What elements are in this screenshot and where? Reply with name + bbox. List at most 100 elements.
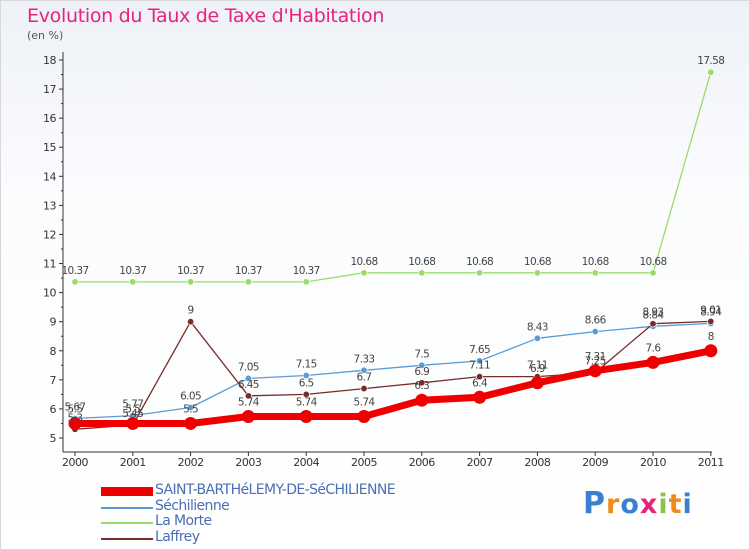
- data-label: 6.5: [299, 377, 314, 389]
- data-point: [302, 390, 310, 398]
- data-label: 8: [708, 331, 714, 343]
- data-label: 5.5: [125, 403, 140, 415]
- data-label: 8.43: [527, 321, 548, 333]
- x-tick-label: 2010: [640, 456, 666, 469]
- data-label: 5.77: [122, 399, 143, 411]
- data-label: 8.66: [585, 315, 607, 327]
- data-point: [476, 373, 484, 381]
- data-point: [241, 409, 255, 423]
- data-point: [68, 416, 82, 430]
- data-label: 6.9: [530, 363, 545, 375]
- data-point: [360, 269, 368, 277]
- x-tick-label: 2006: [409, 456, 435, 469]
- data-point: [187, 318, 195, 326]
- x-tick-label: 2004: [293, 456, 319, 469]
- data-label: 9.01: [700, 304, 721, 316]
- data-label: 17.58: [697, 55, 724, 67]
- data-label: 10.37: [177, 265, 204, 277]
- legend-label: La Morte: [155, 513, 212, 529]
- data-label: 10.37: [61, 265, 88, 277]
- legend-label: SAINT-BARTHéLEMY-DE-SéCHILIENNE: [155, 482, 396, 498]
- legend-label: Séchilienne: [155, 497, 230, 514]
- data-label: 5.67: [65, 402, 86, 414]
- data-point: [302, 278, 310, 286]
- y-tick-label: 16: [43, 112, 56, 125]
- data-label: 8.93: [643, 307, 664, 319]
- legend-swatch: [101, 522, 153, 524]
- x-tick-label: 2002: [178, 456, 204, 469]
- data-label: 7.11: [527, 360, 548, 372]
- x-tick-label: 2005: [351, 456, 377, 469]
- data-label: 10.68: [524, 256, 551, 268]
- x-tick-label: 2003: [235, 456, 261, 469]
- y-tick-label: 14: [43, 170, 56, 183]
- y-tick-label: 17: [43, 83, 56, 96]
- data-point: [649, 269, 657, 277]
- data-label: 6.05: [180, 390, 201, 402]
- data-label: 6.7: [357, 372, 372, 384]
- y-tick-label: 5: [50, 432, 57, 445]
- x-tick-label: 2007: [467, 456, 493, 469]
- data-label: 7.15: [296, 358, 317, 370]
- data-point: [530, 376, 544, 390]
- data-point: [418, 361, 426, 369]
- data-point: [244, 278, 252, 286]
- data-point: [244, 392, 252, 400]
- data-label: 6.3: [414, 380, 429, 392]
- series-line-1: [74, 322, 712, 420]
- x-tick-label: 2001: [120, 456, 146, 469]
- data-label: 5.74: [296, 396, 318, 408]
- data-label: 7.11: [469, 360, 490, 372]
- data-point: [588, 364, 602, 378]
- proxiti-logo: Proxiti: [583, 486, 693, 521]
- data-label: 10.68: [408, 256, 435, 268]
- data-point: [360, 366, 368, 374]
- data-point: [71, 278, 79, 286]
- y-tick-label: 11: [43, 258, 56, 271]
- data-label: 7.31: [585, 351, 606, 363]
- y-tick-label: 6: [50, 403, 57, 416]
- y-tick-label: 7: [50, 374, 57, 387]
- data-point: [187, 278, 195, 286]
- data-label: 5.3: [68, 412, 83, 424]
- data-point: [591, 269, 599, 277]
- data-point: [302, 371, 310, 379]
- data-point: [418, 379, 426, 387]
- data-point: [415, 393, 429, 407]
- data-label: 5.74: [238, 396, 260, 408]
- y-tick-label: 18: [43, 54, 56, 67]
- legend-swatch: [101, 506, 153, 509]
- y-tick-label: 15: [43, 141, 56, 154]
- series-line-2: [74, 71, 712, 283]
- data-label: 8.94: [700, 306, 722, 318]
- legend-swatch: [101, 537, 153, 540]
- data-point: [476, 357, 484, 365]
- data-label: 6.45: [238, 379, 259, 391]
- data-label: 10.68: [582, 256, 609, 268]
- data-label: 10.37: [119, 265, 146, 277]
- y-tick-label: 13: [43, 199, 56, 212]
- y-tick-label: 10: [43, 287, 56, 300]
- series-line-3: [74, 320, 712, 430]
- data-label: 6.9: [414, 366, 429, 378]
- data-label: 7.65: [469, 344, 490, 356]
- data-point: [360, 385, 368, 393]
- data-label: 7.25: [585, 356, 606, 368]
- data-label: 7.05: [238, 361, 259, 373]
- data-label: 6.4: [472, 377, 488, 389]
- unit-label: (en %): [27, 29, 64, 42]
- data-point: [591, 328, 599, 336]
- x-tick-label: 2008: [524, 456, 550, 469]
- data-point: [533, 269, 541, 277]
- data-point: [126, 416, 140, 430]
- data-point: [707, 317, 715, 325]
- data-point: [357, 409, 371, 423]
- y-tick-label: 8: [50, 345, 57, 358]
- data-point: [473, 390, 487, 404]
- data-point: [649, 320, 657, 328]
- data-label: 5.5: [183, 403, 198, 415]
- legend-label: Laffrey: [155, 528, 200, 545]
- x-tick-label: 2000: [62, 456, 88, 469]
- x-tick-label: 2011: [698, 456, 724, 469]
